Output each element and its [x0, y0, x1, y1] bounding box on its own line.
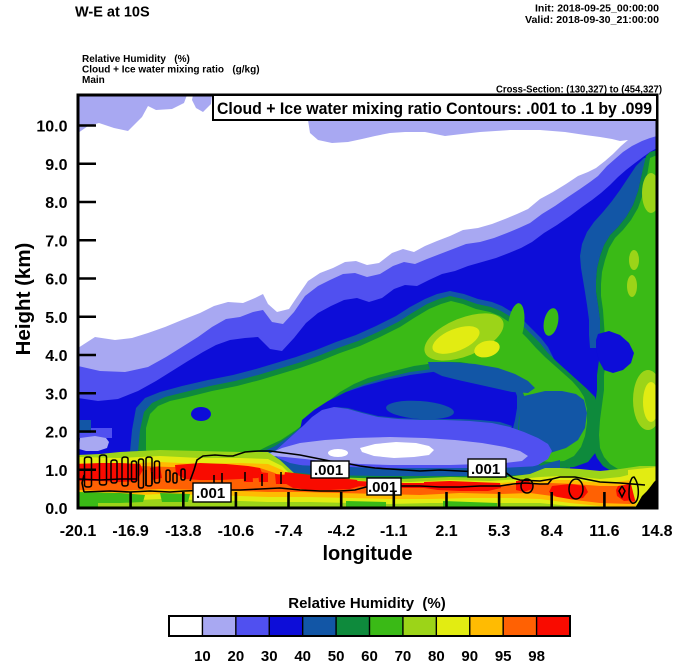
svg-text:8.4: 8.4	[541, 523, 563, 540]
svg-text:6.0: 6.0	[45, 272, 67, 289]
svg-text:-20.1: -20.1	[60, 523, 97, 540]
svg-text:5.3: 5.3	[488, 523, 510, 540]
svg-text:-16.9: -16.9	[112, 523, 149, 540]
svg-text:-1.1: -1.1	[380, 523, 408, 540]
svg-text:0.0: 0.0	[45, 501, 67, 518]
svg-text:95: 95	[495, 648, 512, 665]
svg-text:14.8: 14.8	[641, 523, 672, 540]
svg-text:Cloud + Ice water mixing ratio: Cloud + Ice water mixing ratio (g/kg)	[82, 65, 260, 76]
svg-text:10.0: 10.0	[36, 119, 67, 136]
svg-text:4.0: 4.0	[45, 348, 67, 365]
svg-text:7.0: 7.0	[45, 233, 67, 250]
svg-text:1.0: 1.0	[45, 463, 67, 480]
svg-text:90: 90	[461, 648, 478, 665]
svg-text:2.0: 2.0	[45, 425, 67, 442]
svg-text:70: 70	[395, 648, 412, 665]
svg-text:5.0: 5.0	[45, 310, 67, 327]
svg-text:.001: .001	[368, 479, 397, 496]
svg-text:.001: .001	[196, 485, 225, 502]
svg-text:-7.4: -7.4	[275, 523, 303, 540]
svg-text:98: 98	[528, 648, 545, 665]
svg-text:Cloud + Ice water mixing ratio: Cloud + Ice water mixing ratio Contours:…	[217, 100, 652, 118]
svg-text:Valid: 2018-09-30_21:00:00: Valid: 2018-09-30_21:00:00	[525, 14, 659, 26]
svg-text:-4.2: -4.2	[327, 523, 355, 540]
svg-text:8.0: 8.0	[45, 195, 67, 212]
svg-text:longitude: longitude	[323, 543, 413, 565]
svg-text:9.0: 9.0	[45, 157, 67, 174]
svg-text:50: 50	[328, 648, 345, 665]
svg-text:60: 60	[361, 648, 378, 665]
svg-text:Main: Main	[82, 75, 105, 86]
svg-text:Relative Humidity (%): Relative Humidity (%)	[288, 595, 446, 612]
svg-text:20: 20	[227, 648, 244, 665]
svg-text:Cross-Section: (130,327) to (4: Cross-Section: (130,327) to (454,327)	[496, 84, 662, 96]
svg-text:.001: .001	[314, 462, 343, 479]
svg-text:Init: 2018-09-25_00:00:00: Init: 2018-09-25_00:00:00	[535, 3, 659, 15]
svg-text:.001: .001	[471, 461, 500, 478]
svg-text:Height (km): Height (km)	[12, 243, 35, 356]
svg-text:11.6: 11.6	[589, 523, 619, 540]
svg-text:-13.8: -13.8	[165, 523, 202, 540]
svg-text:-10.6: -10.6	[218, 523, 255, 540]
svg-text:80: 80	[428, 648, 445, 665]
svg-text:40: 40	[294, 648, 311, 665]
svg-text:3.0: 3.0	[45, 386, 67, 403]
svg-text:Relative Humidity (%): Relative Humidity (%)	[82, 54, 190, 65]
svg-text:2.1: 2.1	[435, 523, 457, 540]
svg-text:W-E at 10S: W-E at 10S	[75, 5, 150, 21]
svg-text:10: 10	[194, 648, 211, 665]
svg-text:30: 30	[261, 648, 278, 665]
